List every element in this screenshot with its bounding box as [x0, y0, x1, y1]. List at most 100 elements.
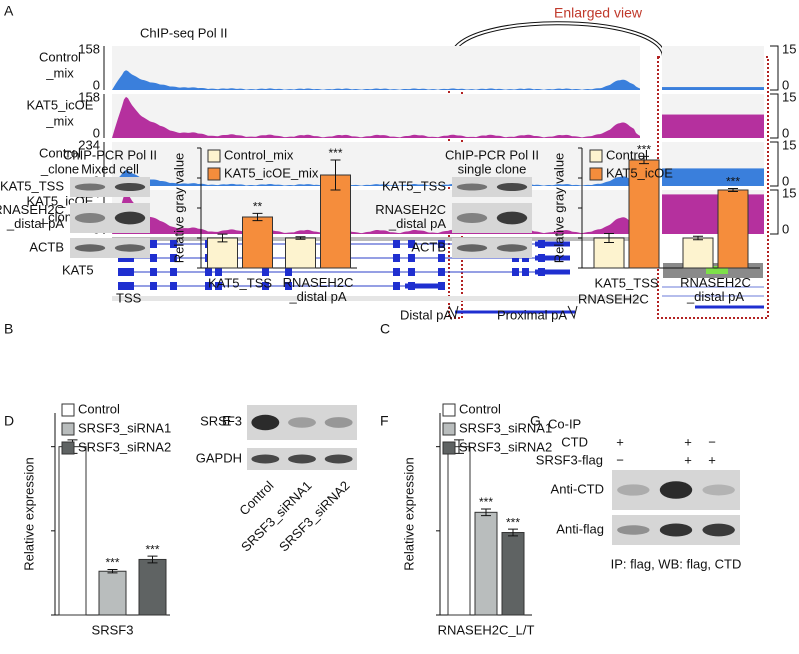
- blot-label: Anti-flag: [556, 521, 604, 536]
- panel-letter: E: [222, 413, 231, 429]
- scale-bracket: [770, 93, 779, 139]
- blot-band: [74, 183, 106, 191]
- exon: [393, 268, 400, 276]
- blot-band: [496, 182, 528, 192]
- seq-highlight: [706, 266, 728, 274]
- significance: **: [253, 200, 263, 214]
- blot-band: [74, 244, 106, 252]
- blot-label: Anti-CTD: [551, 481, 604, 496]
- significance: ***: [726, 175, 740, 189]
- exon: [393, 254, 400, 262]
- exon: [215, 282, 222, 290]
- track-bg: [112, 142, 640, 186]
- track-name: _mix: [45, 65, 74, 80]
- blot-band: [456, 244, 488, 252]
- scale2-min: 0: [782, 221, 789, 236]
- scale-min: 0: [93, 77, 100, 92]
- legend-label: Control_mix: [224, 147, 294, 162]
- exon: [150, 254, 157, 262]
- bar: [682, 237, 714, 269]
- exon: [170, 268, 177, 276]
- panel-letter: G: [530, 413, 541, 429]
- gene-label: Proximal pA: [497, 307, 567, 322]
- legend-label: SRSF3_siRNA1: [459, 420, 552, 435]
- enlarged-signal: [662, 87, 764, 90]
- signal: [112, 70, 640, 90]
- track-bg: [662, 46, 764, 90]
- error-bar: [147, 555, 158, 564]
- exon: [170, 254, 177, 262]
- x-tick-label: RNASEH2C _distal pA: [680, 275, 751, 304]
- condition-label: SRSF3-flag: [536, 452, 603, 467]
- scale-bracket: [770, 45, 779, 91]
- signal: [112, 96, 640, 138]
- lane-label: SRSF3_siRNA2: [276, 478, 353, 555]
- sign: +: [684, 434, 692, 449]
- track-bg: [112, 94, 640, 138]
- enlarged-label: Enlarged view: [554, 5, 643, 21]
- legend-swatch: [589, 149, 603, 163]
- pa-marker: [448, 305, 459, 320]
- blot-band: [496, 244, 528, 252]
- track-name: _mix: [45, 113, 74, 128]
- signal: [112, 170, 640, 186]
- exon: [438, 240, 445, 248]
- scale-bracket: [770, 141, 779, 187]
- error-bar: [639, 155, 649, 165]
- enlarged-signal: [662, 194, 764, 234]
- exon: [438, 268, 445, 276]
- significance: ***: [328, 146, 342, 160]
- exon: [262, 282, 269, 290]
- blot-subtitle: single clone: [458, 161, 527, 176]
- exon: [205, 268, 212, 276]
- gene-label: KAT5: [62, 262, 94, 277]
- track-bg: [112, 46, 640, 90]
- exon: [408, 254, 415, 262]
- blot-band: [114, 182, 146, 192]
- y-axis-label: Relative expression: [21, 457, 36, 570]
- exon: [522, 268, 529, 276]
- exon: [118, 282, 134, 290]
- exon: [438, 254, 445, 262]
- blot-band: [456, 212, 488, 224]
- enlarged-box: [657, 56, 769, 319]
- blot-label: SRSF3: [200, 413, 242, 428]
- blot-band: [288, 454, 316, 464]
- panel-letter: A: [4, 3, 14, 19]
- enlarged-signal: [662, 168, 764, 186]
- legend-swatch: [442, 441, 456, 455]
- error-bar: [604, 233, 614, 243]
- exon: [150, 282, 157, 290]
- scale-max: 234: [78, 137, 100, 152]
- y-axis-label: Relative expression: [401, 457, 416, 570]
- x-tick-label: SRSF3: [92, 622, 134, 637]
- signal: [112, 192, 640, 234]
- legend-swatch: [207, 149, 221, 163]
- exon: [512, 268, 519, 276]
- error-bar: [481, 508, 491, 517]
- sign: −: [708, 434, 716, 449]
- scale2-max: 15: [782, 137, 796, 152]
- exon: [393, 282, 400, 290]
- blot-band: [456, 183, 488, 191]
- exon: [535, 269, 570, 275]
- exon: [170, 282, 177, 290]
- scale2-min: 0: [782, 173, 789, 188]
- scale-min: 0: [93, 125, 100, 140]
- scale-max: 158: [78, 41, 100, 56]
- condition-label: CTD: [561, 434, 588, 449]
- blot-band: [74, 212, 106, 224]
- sign: +: [708, 452, 716, 467]
- blot-title: ChIP-PCR Pol II: [63, 147, 157, 162]
- blot-band: [251, 414, 280, 431]
- blot-title: Co-IP: [548, 416, 581, 431]
- exon: [438, 282, 445, 290]
- gene-bg: [112, 296, 640, 301]
- bar: [58, 446, 87, 616]
- exon: [150, 240, 157, 248]
- scale2-max: 15: [782, 185, 796, 200]
- blot-subtitle: Mixed cell: [81, 161, 139, 176]
- blot-label: GAPDH: [196, 450, 242, 465]
- error-bar: [508, 528, 518, 537]
- blot-band: [702, 523, 735, 537]
